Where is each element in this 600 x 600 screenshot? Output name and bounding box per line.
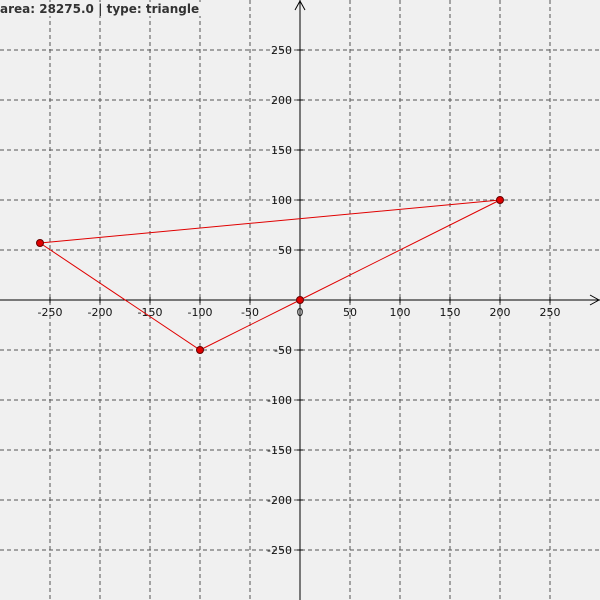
y-tick-label: -150 (267, 444, 292, 457)
x-tick-label: 50 (343, 306, 357, 319)
x-tick-label: -100 (188, 306, 213, 319)
x-tick-label: -200 (88, 306, 113, 319)
x-tick-label: 200 (490, 306, 511, 319)
x-axis-arrow-icon (589, 294, 600, 306)
y-axis-arrow-icon (294, 0, 306, 11)
y-tick-label: 250 (271, 44, 292, 57)
vertex-point[interactable] (196, 346, 204, 354)
y-tick-label: 150 (271, 144, 292, 157)
vertex-point[interactable] (36, 239, 44, 247)
tick-labels: -250 -200 -150 -100 -50 0 50 100 150 200 250 250 200… (38, 44, 561, 557)
x-tick-label: 100 (390, 306, 411, 319)
y-tick-label: -100 (267, 394, 292, 407)
y-tick-label: -200 (267, 494, 292, 507)
x-tick-label: 150 (440, 306, 461, 319)
vertex-point[interactable] (296, 296, 304, 304)
status-readout: area: 28275.0 | type: triangle (0, 2, 202, 16)
x-tick-label: -50 (241, 306, 259, 319)
y-tick-label: -250 (267, 544, 292, 557)
x-tick-label: -150 (138, 306, 163, 319)
y-tick-label: -50 (274, 344, 292, 357)
vertex-point[interactable] (496, 196, 504, 204)
x-tick-label: 250 (540, 306, 561, 319)
y-tick-label: 200 (271, 94, 292, 107)
x-tick-label: 0 (297, 306, 304, 319)
x-tick-label: -250 (38, 306, 63, 319)
y-tick-label: 100 (271, 194, 292, 207)
vertex-points[interactable] (36, 196, 504, 354)
y-tick-label: 50 (278, 244, 292, 257)
